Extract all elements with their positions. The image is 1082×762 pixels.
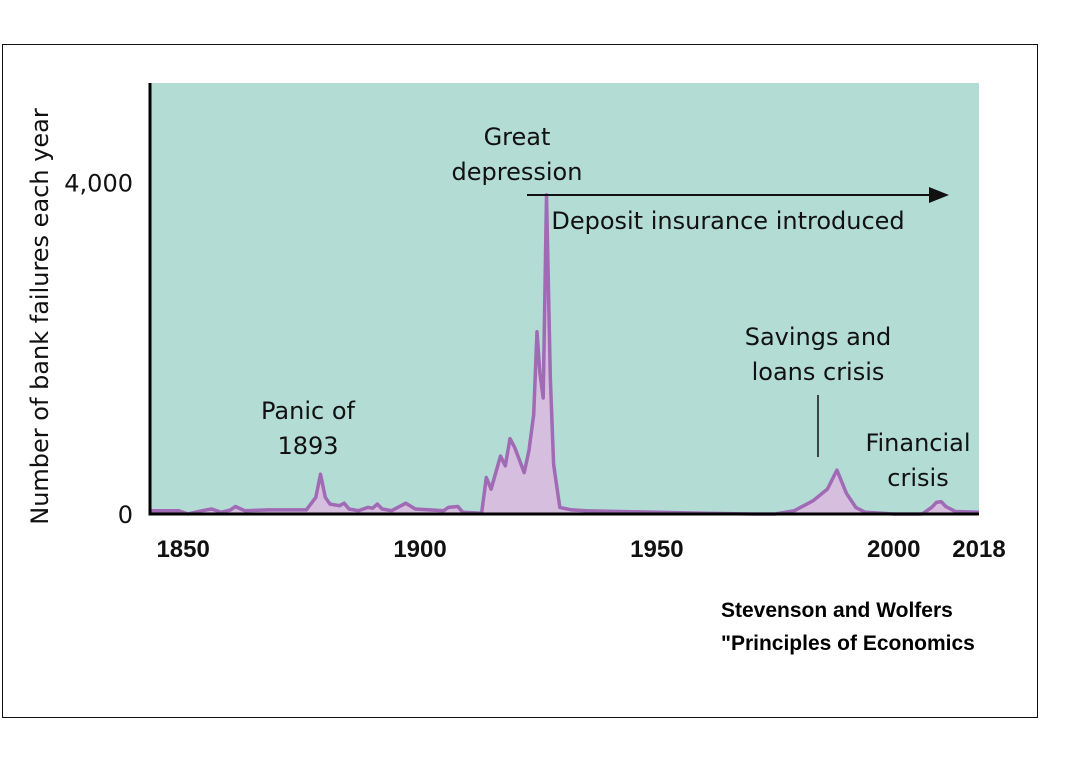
y-tick-label: 0 bbox=[118, 501, 133, 529]
arrow-head-icon bbox=[929, 187, 949, 203]
bank-failures-chart: 0 4,000 1850 1900 1950 2000 2018 Number of ba… bbox=[26, 83, 1006, 563]
annotation-panic-1893: Panic of bbox=[261, 397, 355, 425]
plot-background bbox=[150, 83, 979, 514]
annotation-savings-loans-crisis: loans crisis bbox=[752, 358, 885, 386]
x-tick-label: 1950 bbox=[630, 536, 683, 563]
series-line bbox=[150, 193, 980, 516]
x-axis-ticks: 1850 1900 1950 2000 2018 bbox=[156, 536, 1005, 563]
annotations: Panic of 1893 Great depression Savings and lo… bbox=[261, 123, 971, 492]
annotation-savings-loans-crisis: Savings and bbox=[745, 323, 892, 351]
x-tick-label: 1900 bbox=[393, 536, 446, 563]
figure-frame: 0 4,000 1850 1900 1950 2000 2018 Number of ba… bbox=[2, 44, 1038, 718]
annotation-financial-crisis: Financial bbox=[865, 429, 970, 457]
annotation-financial-crisis: crisis bbox=[887, 464, 948, 492]
y-tick-label: 4,000 bbox=[64, 169, 133, 197]
y-axis-title: Number of bank failures each year bbox=[26, 108, 54, 525]
annotation-great-depression: Great bbox=[484, 123, 551, 151]
credit-line-1: Stevenson and Wolfers bbox=[721, 599, 953, 622]
annotation-panic-1893: 1893 bbox=[277, 432, 338, 460]
x-tick-label: 1850 bbox=[156, 536, 209, 563]
credit-line-2: "Principles of Economics bbox=[721, 632, 975, 655]
annotation-deposit-insurance: Deposit insurance introduced bbox=[551, 207, 904, 235]
x-tick-label: 2000 bbox=[867, 536, 920, 563]
x-tick-label: 2018 bbox=[952, 536, 1005, 563]
y-axis-ticks: 0 4,000 bbox=[64, 169, 133, 529]
annotation-great-depression: depression bbox=[452, 158, 583, 186]
